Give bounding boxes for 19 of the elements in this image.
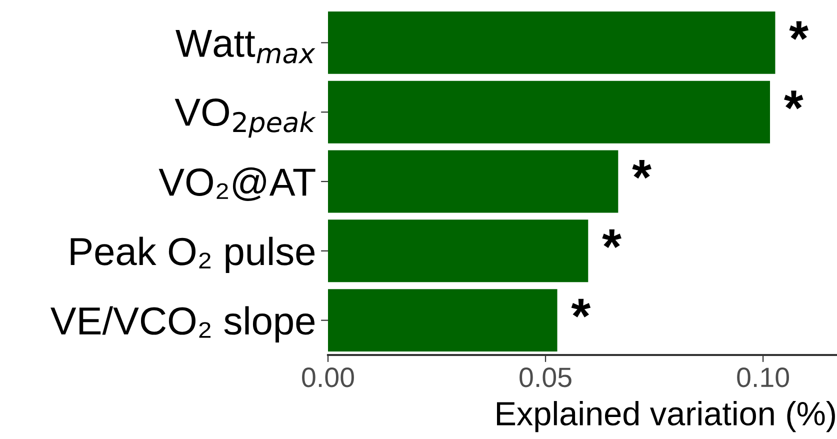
bar [328,150,618,213]
x-tick-label: 0.05 [520,368,572,388]
bar [328,289,558,352]
bar [328,11,776,74]
y-tick-label: VO$_{2peak}$ [174,98,316,138]
x-tick-label: 0.10 [737,368,789,388]
data-label: * [632,160,652,179]
data-label: * [784,90,804,110]
bar [328,220,588,282]
y-tick-label: Peak O₂ pulse [70,236,314,274]
x-tick-label: 0.00 [302,368,354,388]
x-axis-title: Explained variation (%) [496,401,835,432]
data-label: * [789,21,809,40]
y-tick-label: Watt$_{max}$ [176,30,316,64]
data-label: * [571,298,591,318]
y-tick-label: VO₂@AT [158,167,316,201]
bar [328,80,770,144]
y-tick-label: VE/VCO₂ slope [50,306,314,342]
data-label: * [602,229,622,248]
